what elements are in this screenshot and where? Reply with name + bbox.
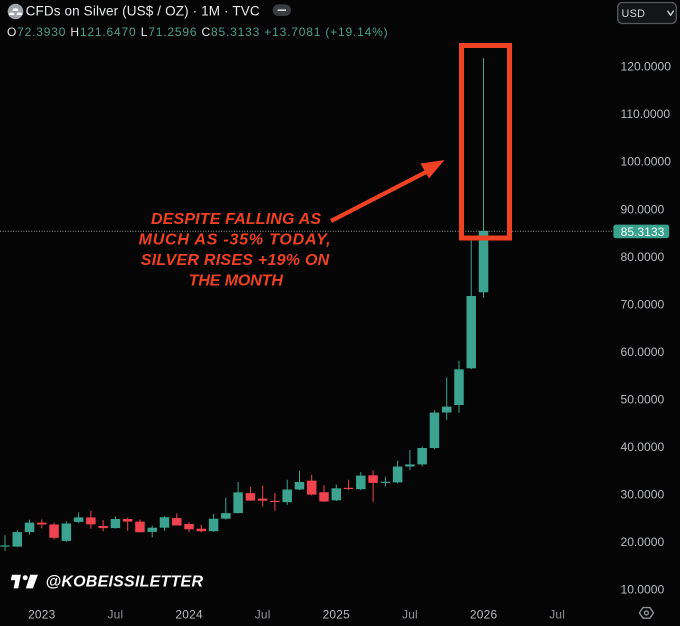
svg-text:20.0000: 20.0000: [621, 535, 665, 549]
svg-text:THE MONTH: THE MONTH: [189, 272, 284, 289]
svg-text:40.0000: 40.0000: [621, 440, 665, 454]
svg-text:120.0000: 120.0000: [621, 60, 672, 74]
svg-text:Jul: Jul: [255, 607, 271, 621]
svg-text:CFDs on Silver (US$ / OZ) · 1M: CFDs on Silver (US$ / OZ) · 1M · TVC: [26, 4, 260, 19]
svg-text:85.3133: 85.3133: [621, 225, 665, 239]
svg-text:Jul: Jul: [402, 607, 418, 621]
svg-text:MUCH AS -35% TODAY,: MUCH AS -35% TODAY,: [139, 232, 331, 249]
svg-text:Jul: Jul: [107, 607, 123, 621]
svg-text:SILVER RISES +19% ON: SILVER RISES +19% ON: [141, 252, 330, 269]
svg-text:90.0000: 90.0000: [621, 202, 665, 216]
svg-text:2026: 2026: [470, 607, 498, 621]
svg-text:DESPITE FALLING AS: DESPITE FALLING AS: [151, 211, 321, 228]
svg-text:2023: 2023: [28, 607, 56, 621]
svg-text:2025: 2025: [323, 607, 351, 621]
svg-text:60.0000: 60.0000: [621, 345, 665, 359]
svg-text:70.0000: 70.0000: [621, 297, 665, 311]
svg-text:80.0000: 80.0000: [621, 250, 665, 264]
svg-text:10.0000: 10.0000: [621, 583, 665, 597]
svg-text:30.0000: 30.0000: [621, 488, 665, 502]
svg-text:110.0000: 110.0000: [621, 107, 671, 121]
svg-text:Jul: Jul: [549, 607, 565, 621]
svg-text:O72.3930 H121.6470 L71.2596 C8: O72.3930 H121.6470 L71.2596 C85.3133 +13…: [7, 25, 388, 39]
svg-text:@KOBEISSILETTER: @KOBEISSILETTER: [46, 574, 204, 591]
svg-text:100.0000: 100.0000: [621, 155, 672, 169]
svg-text:USD: USD: [622, 8, 646, 20]
svg-text:2024: 2024: [175, 607, 203, 621]
svg-text:50.0000: 50.0000: [621, 393, 665, 407]
